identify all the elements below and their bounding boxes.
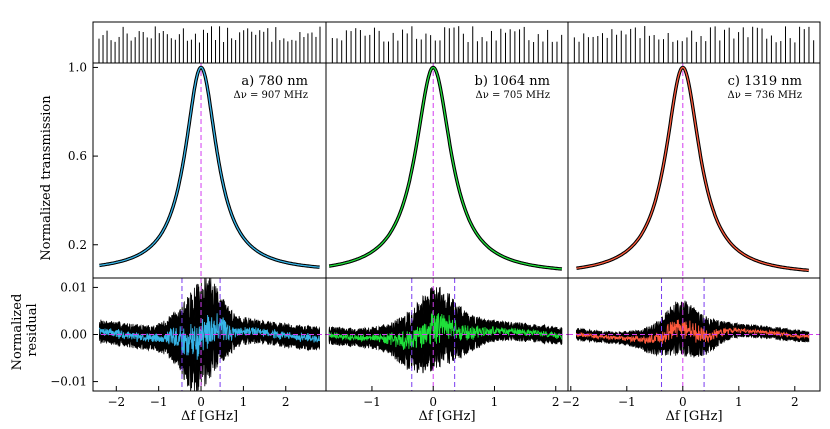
x-tick-label: 2 (552, 395, 560, 409)
x-tick-label: 1 (240, 395, 248, 409)
residual-plot (326, 278, 568, 391)
x-tick-label: −2 (562, 395, 580, 409)
x-tick-label: −1 (363, 395, 381, 409)
x-tick-label: 2 (282, 395, 290, 409)
y-tick-label: 0.2 (68, 238, 87, 252)
x-axis-label: Δf [GHz] (181, 409, 238, 424)
x-tick-label: 1 (491, 395, 499, 409)
x-tick-label: −1 (150, 395, 168, 409)
x-tick-label: −1 (618, 395, 636, 409)
comb-frame (325, 21, 569, 64)
linewidth-annotation: Δν = 736 MHz (727, 90, 802, 101)
residual-y-tick-label: 0.00 (60, 328, 87, 342)
residual-trace (328, 311, 563, 350)
residual-trace (98, 313, 321, 360)
comb-strip (331, 26, 563, 63)
residual-y-tick-label: 0.01 (60, 280, 87, 294)
transmission-plot (328, 63, 563, 278)
y-tick-label: 1.0 (68, 60, 87, 74)
comb-strip (573, 26, 815, 63)
lorentzian-fit (329, 66, 562, 270)
residual-plot (93, 277, 326, 392)
x-tick-label: 0 (429, 395, 437, 409)
x-tick-label: −2 (107, 395, 125, 409)
x-tick-label: 1 (735, 395, 743, 409)
x-tick-label: 2 (791, 395, 799, 409)
linewidth-annotation: Δν = 907 MHz (233, 90, 308, 101)
residual-trace (575, 319, 810, 344)
y-axis-label-transmission: Normalized transmission (39, 95, 54, 261)
comb-frame (567, 21, 821, 64)
y-axis-label-residual: Normalized residual (10, 290, 40, 371)
linewidth-annotation: Δν = 705 MHz (475, 90, 550, 101)
y-tick-label: 0.6 (68, 149, 87, 163)
y-axis-label-residual-line2: residual (25, 303, 40, 356)
residual-y-tick-label: −0.01 (50, 375, 87, 389)
residual-frame (567, 277, 821, 392)
x-tick-label: 0 (197, 395, 205, 409)
transmission-plot (575, 63, 810, 278)
lorentzian-fit (576, 66, 809, 272)
transmission-plot (98, 63, 321, 278)
comb-strip (98, 26, 321, 63)
lorentzian-fit (99, 66, 320, 268)
panel-title: a) 780 nm (241, 74, 308, 89)
panel-title: c) 1319 nm (728, 74, 802, 89)
panel-title: b) 1064 nm (475, 74, 550, 89)
x-axis-label: Δf [GHz] (665, 409, 722, 424)
x-tick-label: 0 (679, 395, 687, 409)
comb-frame (92, 21, 327, 64)
x-axis-label: Δf [GHz] (418, 409, 475, 424)
y-axis-label-residual-line1: Normalized (10, 294, 25, 371)
residual-plot (568, 278, 820, 391)
